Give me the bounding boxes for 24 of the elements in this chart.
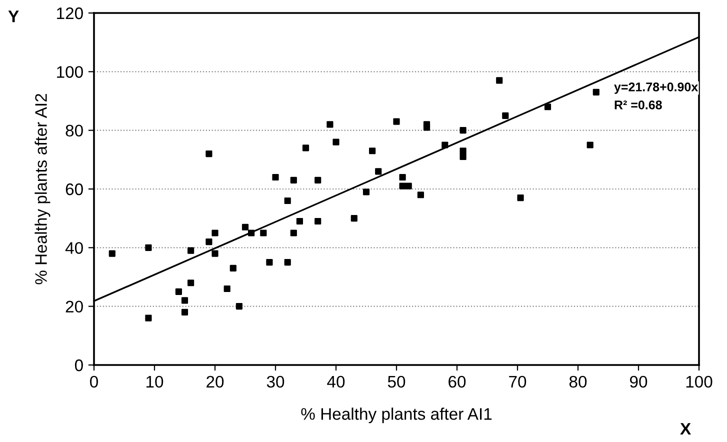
text: Y <box>8 10 19 22</box>
y-tick-label: 0 <box>74 359 83 372</box>
y-tick-label: 60 <box>66 183 83 196</box>
y-axis-title: % Healthy plants after AI2 <box>34 94 50 284</box>
y-tick-label: 100 <box>57 66 83 78</box>
x-tick-label: 30 <box>266 376 284 388</box>
text: X <box>680 423 691 435</box>
x-tick-label: 0 <box>90 376 98 388</box>
x-tick-label: 40 <box>327 376 345 388</box>
y-tick-label: 120 <box>57 7 83 20</box>
x-axis-title: % Healthy plants after AI1 <box>301 408 492 424</box>
x-tick-label: 10 <box>146 376 164 388</box>
x-tick-label: 100 <box>686 376 712 388</box>
y-tick-label: 40 <box>65 242 83 254</box>
x-tick-label: 80 <box>569 376 587 388</box>
x-tick-label: 90 <box>630 376 648 388</box>
x-tick-label: 50 <box>388 376 406 388</box>
x-tick-label: 20 <box>206 376 224 388</box>
x-tick-label: 70 <box>509 376 526 388</box>
x-tick-label: 60 <box>448 376 466 388</box>
annotation: R² =0.68 <box>614 100 662 110</box>
y-tick-label: 80 <box>66 124 83 137</box>
y-tick-label: 20 <box>66 300 83 313</box>
annotation: y=21.78+0.90x <box>614 82 698 94</box>
